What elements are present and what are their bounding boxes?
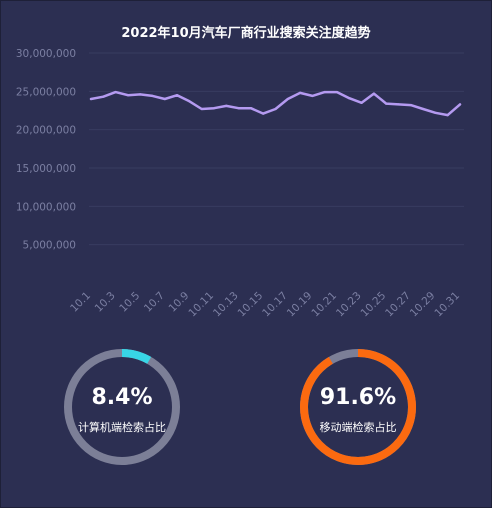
pc-share-ring: [64, 349, 180, 465]
x-tick-label: 10.3: [93, 290, 118, 315]
data-point: [458, 103, 462, 106]
x-tick-label: 10.1: [68, 290, 93, 315]
data-point: [335, 91, 339, 94]
x-tick-label: 10.7: [142, 290, 167, 315]
mobile-share-label: 移动端检索占比: [319, 421, 397, 434]
data-point: [249, 107, 252, 110]
data-point: [323, 91, 326, 94]
data-point: [200, 107, 203, 111]
x-tick-label: 10.11: [186, 290, 216, 320]
x-tick-label: 10.15: [236, 290, 266, 320]
data-point: [89, 97, 93, 101]
data-point: [262, 112, 265, 115]
data-point: [163, 97, 166, 101]
data-point: [299, 91, 302, 94]
x-tick-label: 10.17: [260, 290, 290, 320]
mobile-share-value: 91.6%: [319, 385, 397, 410]
mobile-share-ring: [300, 349, 416, 465]
pc-share-value: 8.4%: [91, 385, 153, 410]
y-tick-label: 20,000,000: [16, 125, 76, 137]
y-tick-label: 25,000,000: [16, 86, 76, 98]
pc-share-label: 计算机端检索占比: [78, 421, 166, 434]
data-point: [139, 93, 142, 96]
data-point: [102, 95, 105, 98]
pc-share-gauge: 8.4% 计算机端检索占比: [62, 347, 182, 467]
data-point: [397, 103, 400, 106]
data-point: [188, 100, 191, 103]
chart-title: 2022年10月汽车厂商行业搜索关注度趋势: [121, 26, 371, 41]
data-point: [372, 92, 375, 95]
x-tick-label: 10.13: [211, 290, 241, 320]
x-tick-label: 10.19: [285, 290, 315, 320]
x-tick-label: 10.21: [309, 290, 339, 320]
data-point: [212, 107, 216, 110]
x-tick-label: 10.31: [432, 290, 462, 320]
data-point: [434, 111, 437, 114]
data-point: [126, 94, 129, 97]
data-point: [311, 94, 314, 98]
x-tick-label: 10.29: [408, 290, 438, 320]
data-point: [274, 107, 277, 111]
y-tick-label: 5,000,000: [23, 240, 76, 252]
x-tick-label: 10.5: [117, 290, 142, 315]
x-tick-label: 10.23: [334, 290, 364, 320]
data-point: [286, 97, 289, 101]
y-tick-label: 15,000,000: [16, 163, 76, 175]
data-point: [348, 97, 351, 100]
y-tick-label: 30,000,000: [16, 48, 76, 60]
data-point: [237, 107, 240, 110]
y-tick-label: 10,000,000: [16, 201, 76, 213]
data-point: [225, 104, 228, 107]
data-point: [151, 94, 154, 98]
data-point: [176, 94, 179, 97]
series-line: [89, 90, 462, 117]
x-tick-label: 10.25: [359, 290, 389, 320]
data-point: [446, 114, 449, 117]
data-point: [360, 101, 363, 104]
gauge-fill: [300, 349, 416, 465]
data-point: [409, 104, 412, 107]
data-point: [114, 91, 117, 94]
mobile-share-gauge: 91.6% 移动端检索占比: [298, 347, 418, 467]
data-point: [422, 107, 425, 111]
x-tick-label: 10.27: [383, 290, 413, 320]
data-point: [385, 102, 388, 105]
gauge-fill: [121, 349, 152, 364]
